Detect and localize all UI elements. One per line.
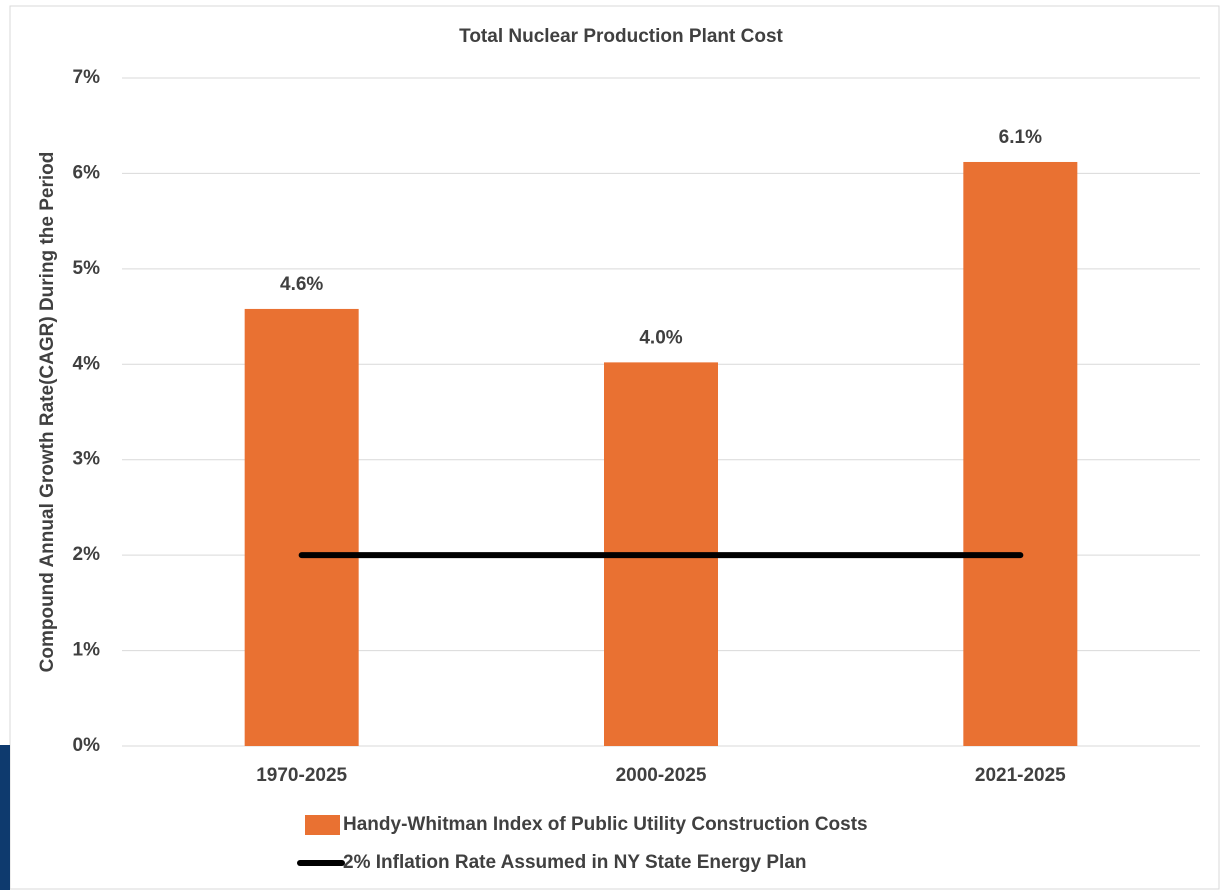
y-tick-label: 0% xyxy=(73,735,101,756)
legend-label: 2% Inflation Rate Assumed in NY State En… xyxy=(343,852,807,873)
y-tick-label: 2% xyxy=(73,544,101,565)
legend-swatch xyxy=(305,815,340,835)
side-strip xyxy=(0,745,10,890)
y-tick-label: 7% xyxy=(73,67,101,88)
data-label: 4.0% xyxy=(639,327,682,348)
bar xyxy=(963,161,1078,746)
data-label: 4.6% xyxy=(280,274,323,295)
y-axis-label: Compound Annual Growth Rate(CAGR) During… xyxy=(37,152,58,673)
data-label: 6.1% xyxy=(999,127,1042,148)
legend-label: Handy-Whitman Index of Public Utility Co… xyxy=(343,814,868,835)
y-tick-label: 3% xyxy=(73,449,101,470)
x-tick-label: 2021-2025 xyxy=(975,765,1066,786)
chart-title: Total Nuclear Production Plant Cost xyxy=(459,26,783,47)
y-tick-label: 4% xyxy=(73,353,101,374)
bar xyxy=(244,308,359,746)
x-tick-label: 1970-2025 xyxy=(256,765,347,786)
y-tick-label: 6% xyxy=(73,162,101,183)
y-tick-label: 5% xyxy=(73,258,101,279)
y-tick-label: 1% xyxy=(73,640,101,661)
x-tick-label: 2000-2025 xyxy=(616,765,707,786)
